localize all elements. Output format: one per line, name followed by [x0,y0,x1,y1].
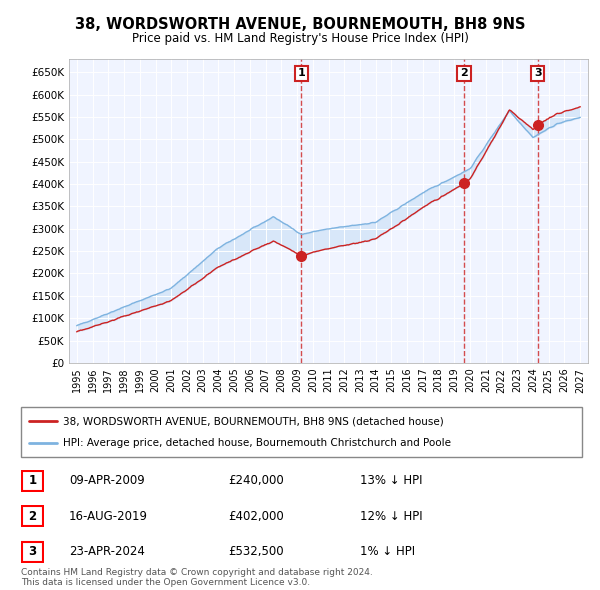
Text: HPI: Average price, detached house, Bournemouth Christchurch and Poole: HPI: Average price, detached house, Bour… [63,438,451,448]
Text: 3: 3 [28,545,37,558]
Text: 1: 1 [298,68,305,78]
Text: 13% ↓ HPI: 13% ↓ HPI [360,474,422,487]
Text: 38, WORDSWORTH AVENUE, BOURNEMOUTH, BH8 9NS: 38, WORDSWORTH AVENUE, BOURNEMOUTH, BH8 … [75,17,525,31]
Text: 1% ↓ HPI: 1% ↓ HPI [360,545,415,558]
FancyBboxPatch shape [22,471,43,491]
FancyBboxPatch shape [21,407,582,457]
Text: 12% ↓ HPI: 12% ↓ HPI [360,510,422,523]
Text: £240,000: £240,000 [228,474,284,487]
Text: 09-APR-2009: 09-APR-2009 [69,474,145,487]
Text: 3: 3 [534,68,542,78]
Text: Contains HM Land Registry data © Crown copyright and database right 2024.
This d: Contains HM Land Registry data © Crown c… [21,568,373,587]
Text: 16-AUG-2019: 16-AUG-2019 [69,510,148,523]
Text: 2: 2 [460,68,468,78]
Text: 2: 2 [28,510,37,523]
Text: £532,500: £532,500 [228,545,284,558]
FancyBboxPatch shape [22,542,43,562]
Text: 1: 1 [28,474,37,487]
Text: 38, WORDSWORTH AVENUE, BOURNEMOUTH, BH8 9NS (detached house): 38, WORDSWORTH AVENUE, BOURNEMOUTH, BH8 … [63,416,444,426]
Text: Price paid vs. HM Land Registry's House Price Index (HPI): Price paid vs. HM Land Registry's House … [131,32,469,45]
Text: £402,000: £402,000 [228,510,284,523]
FancyBboxPatch shape [22,506,43,526]
Text: 23-APR-2024: 23-APR-2024 [69,545,145,558]
